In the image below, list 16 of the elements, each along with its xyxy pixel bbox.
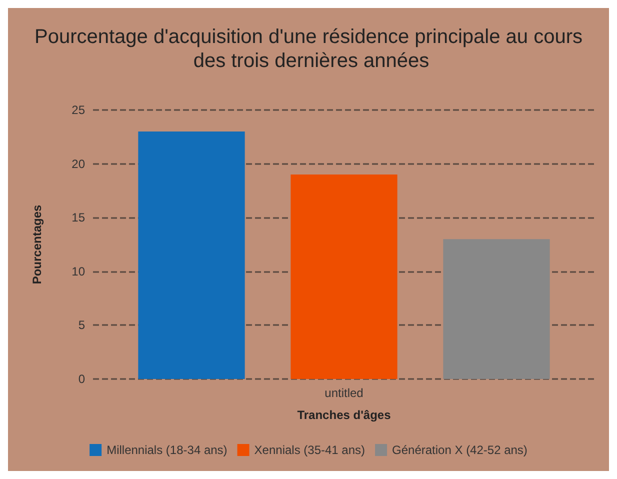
bar — [443, 239, 550, 379]
legend-label: Xennials (35-41 ans) — [254, 443, 366, 457]
x-axis-title: Tranches d'âges — [297, 408, 392, 422]
y-tick-label: 25 — [72, 103, 86, 117]
y-tick-label: 5 — [78, 318, 86, 332]
x-tick-label: untitled — [324, 386, 364, 400]
legend-label: Millennials (18-34 ans) — [106, 443, 228, 457]
y-tick-label: 20 — [72, 156, 86, 171]
bar — [138, 132, 245, 379]
legend-label: Génération X (42-52 ans) — [392, 443, 528, 457]
y-tick-label: 0 — [78, 372, 86, 386]
y-axis-title: Pourcentages — [30, 204, 44, 284]
y-tick-label: 15 — [72, 210, 86, 225]
chart-title: Pourcentage d'acquisition d'une résidence principale au cours des trois dernières années — [34, 26, 582, 72]
bar — [290, 174, 398, 379]
y-tick-label: 10 — [72, 264, 86, 278]
